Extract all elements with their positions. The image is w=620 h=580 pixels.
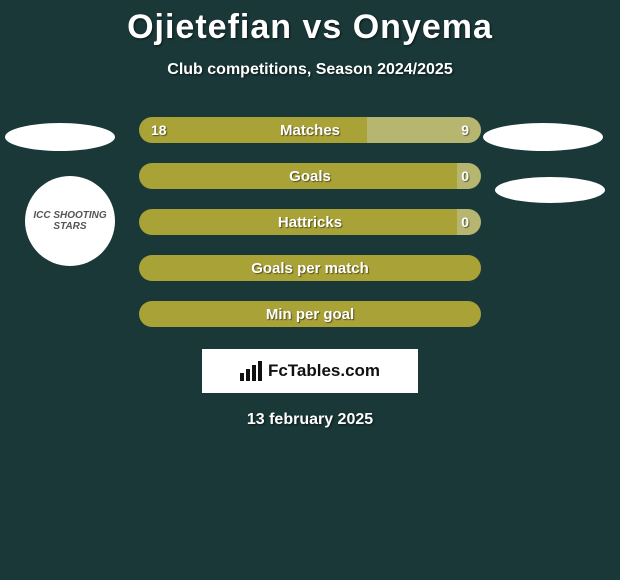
bar-label: Matches: [280, 122, 340, 139]
page-title: Ojietefian vs Onyema: [0, 0, 620, 47]
brand-text: FcTables.com: [268, 361, 380, 381]
team-badge-text: ICC SHOOTING STARS: [25, 210, 115, 232]
team-badge-left: ICC SHOOTING STARS: [25, 176, 115, 266]
decor-ellipse: [5, 123, 115, 151]
stat-bar: 18 9 Matches: [139, 117, 481, 143]
decor-ellipse: [483, 123, 603, 151]
bar-label: Goals per match: [251, 260, 369, 277]
date-text: 13 february 2025: [0, 411, 620, 429]
bars-icon: [240, 361, 262, 381]
page-subtitle: Club competitions, Season 2024/2025: [0, 61, 620, 79]
stat-bar: Goals per match: [139, 255, 481, 281]
stat-bar: Min per goal: [139, 301, 481, 327]
comparison-bars: 18 9 Matches 0 Goals 0 Hattricks Goals per matc…: [139, 117, 481, 327]
bar-label: Min per goal: [266, 306, 354, 323]
bar-label: Hattricks: [278, 214, 342, 231]
bar-value-right: 0: [461, 168, 469, 184]
brand-box: FcTables.com: [202, 349, 418, 393]
bar-value-left: 18: [151, 122, 167, 138]
bar-label: Goals: [289, 168, 331, 185]
bar-value-right: 0: [461, 214, 469, 230]
decor-ellipse: [495, 177, 605, 203]
bar-value-right: 9: [461, 122, 469, 138]
stat-bar: 0 Hattricks: [139, 209, 481, 235]
stat-bar: 0 Goals: [139, 163, 481, 189]
